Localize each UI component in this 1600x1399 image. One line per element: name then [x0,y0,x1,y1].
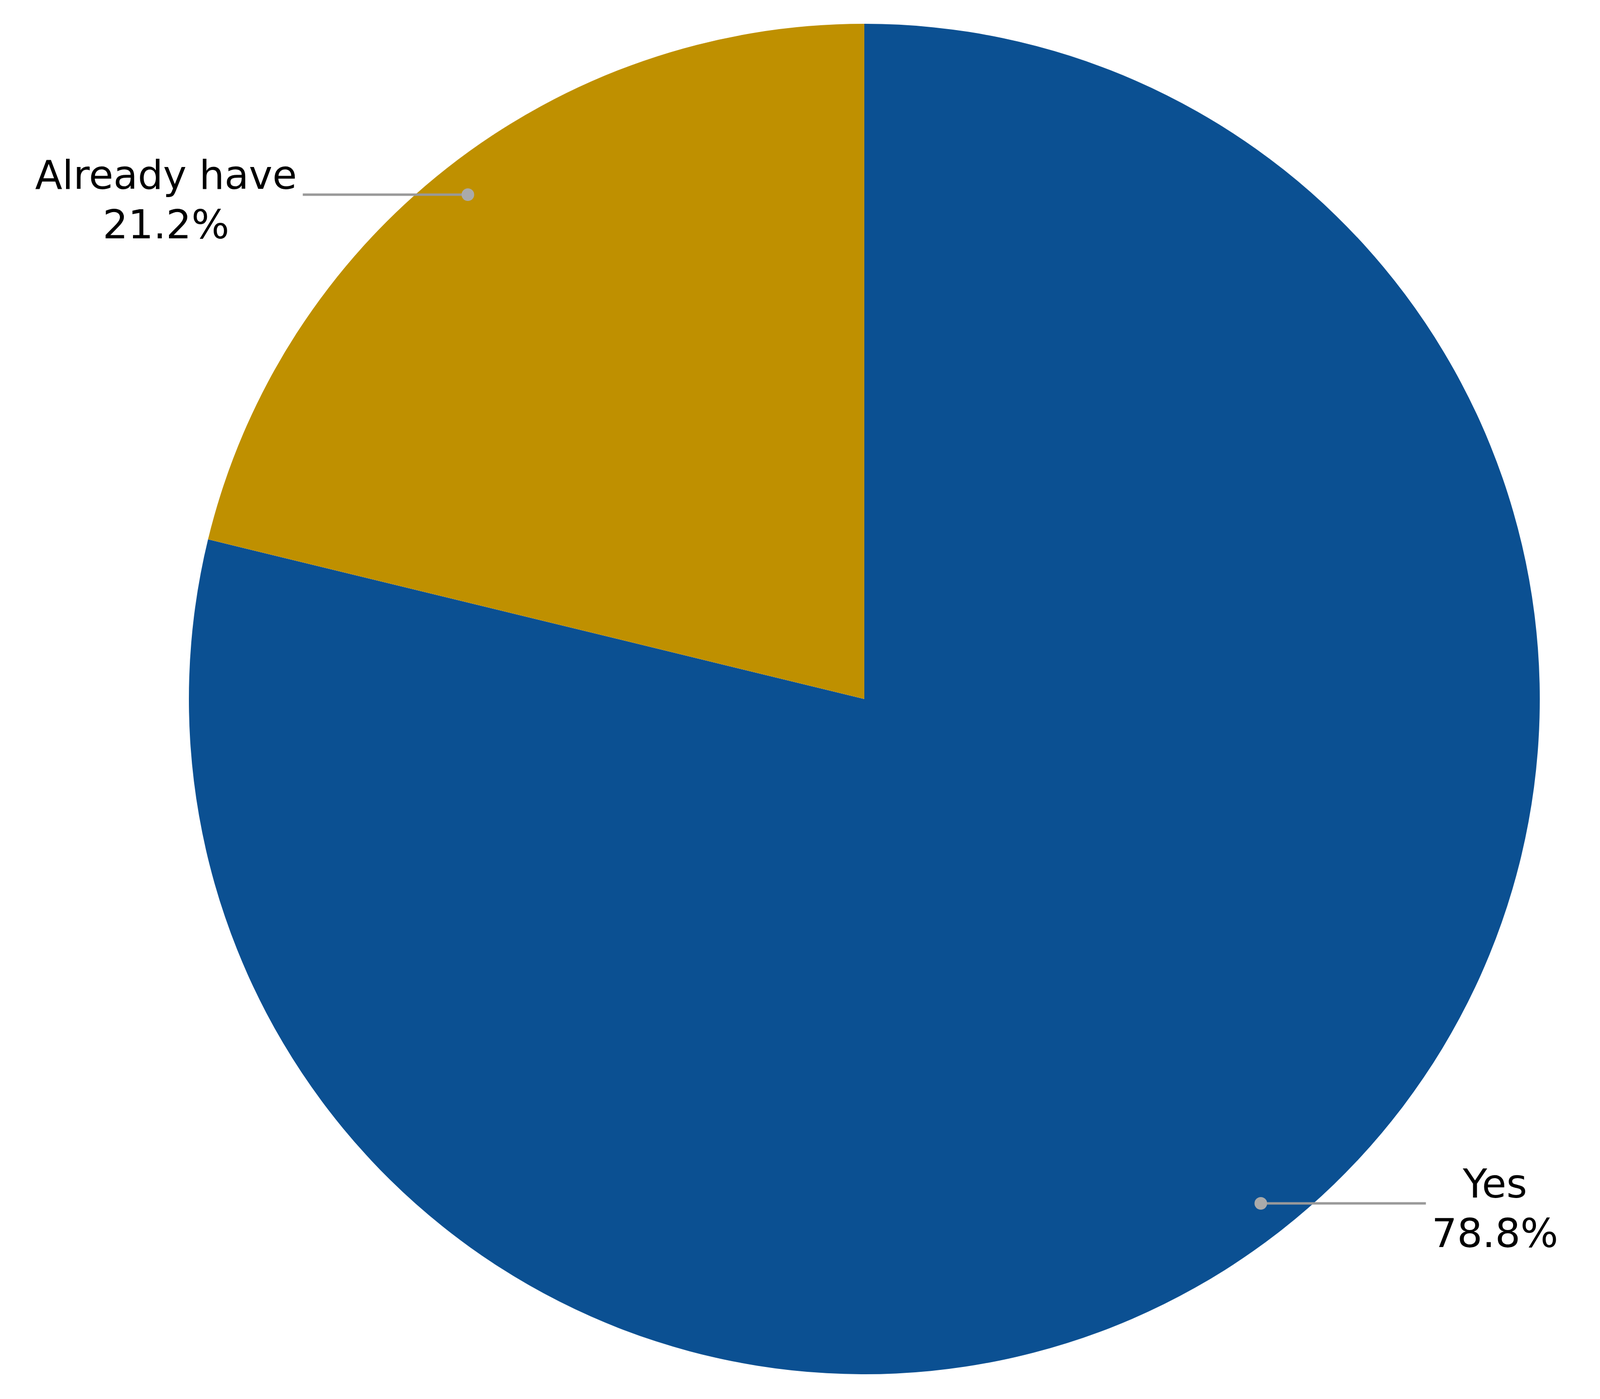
leader-line [303,193,469,196]
data-label: 21.2% [102,201,230,248]
data-label: 78.8% [1431,1210,1559,1257]
labels: Yes78.8% Already have21.2% [34,151,1559,1257]
leader-dot [1254,1197,1267,1211]
pie-slice [188,23,1540,1375]
leader-dot [461,188,475,202]
slice-label: Already have [34,151,297,199]
slice-label: Yes [1462,1161,1528,1208]
pie-slice [207,23,865,700]
chart: Yes78.8% Already have21.2% [0,0,1600,1399]
pie [188,23,1540,1375]
leader-line [1260,1202,1426,1206]
